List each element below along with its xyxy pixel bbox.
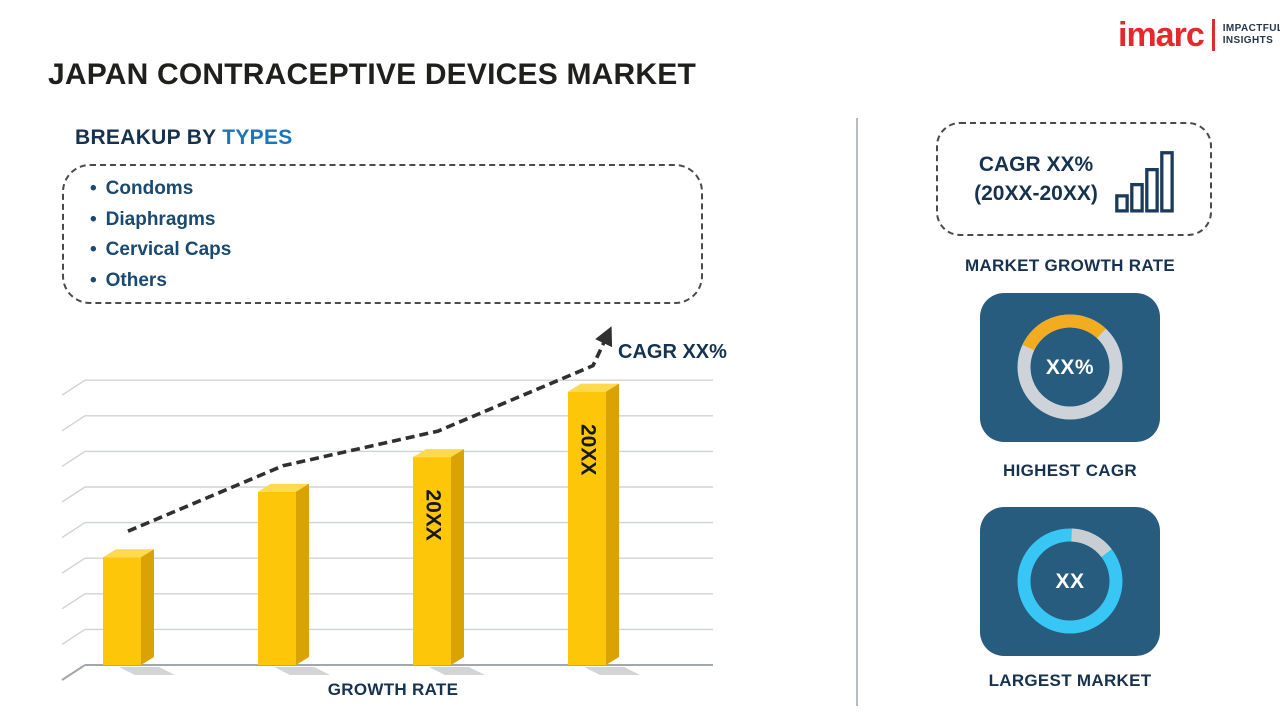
logo-tagline: IMPACTFUL INSIGHTS — [1223, 23, 1280, 48]
highest-cagr-donut-chart — [1017, 314, 1123, 420]
cagr-period-line: (20XX-20XX) — [974, 182, 1098, 205]
logo-brand-text: imarc — [1118, 16, 1205, 54]
bar — [568, 391, 606, 665]
growth-bar-chart: 20XX 20XX — [61, 326, 713, 681]
list-item: Others — [90, 266, 701, 297]
logo-tagline-line2: INSIGHTS — [1222, 35, 1274, 46]
largest-market-tile: XX — [980, 507, 1160, 656]
bar-year-label: 20XX — [422, 489, 445, 540]
bar-year-label: 20XX — [577, 424, 600, 475]
largest-market-value: XX — [1055, 569, 1085, 593]
highest-cagr-tile: XX% — [980, 293, 1160, 442]
highest-cagr-label: HIGHEST CAGR — [1003, 461, 1137, 480]
vertical-divider — [856, 118, 858, 706]
market-growth-rate-label: MARKET GROWTH RATE — [964, 256, 1175, 275]
right-panel: CAGR XX% (20XX-20XX) MARKET GROWTH RATE … — [860, 0, 1280, 720]
highest-cagr-value: XX% — [1045, 355, 1095, 379]
breakup-heading-prefix: BREAKUP BY — [75, 126, 217, 149]
bar — [103, 557, 141, 665]
trend-line — [127, 326, 613, 533]
imarc-logo: imarc IMPACTFUL INSIGHTS — [1118, 18, 1280, 52]
breakup-types-box: Condoms Diaphragms Cervical Caps Others — [62, 164, 703, 304]
bar — [258, 491, 296, 665]
breakup-heading: BREAKUP BY TYPES — [75, 126, 293, 150]
largest-market-donut-chart — [1017, 528, 1123, 634]
bar-chart-icon — [1115, 151, 1174, 213]
breakup-heading-accent: TYPES — [222, 126, 293, 149]
cagr-growth-text: CAGR XX% (20XX-20XX) — [974, 150, 1098, 209]
cagr-value-line: CAGR XX% — [978, 152, 1094, 176]
cagr-growth-box: CAGR XX% (20XX-20XX) — [936, 122, 1212, 236]
trend-cagr-label: CAGR XX% — [618, 341, 727, 363]
x-axis-label: GROWTH RATE — [327, 680, 459, 699]
logo-tagline-line1: IMPACTFUL — [1222, 22, 1280, 34]
list-item: Diaphragms — [90, 205, 701, 236]
bar — [413, 457, 451, 665]
breakup-list: Condoms Diaphragms Cervical Caps Others — [90, 174, 701, 296]
list-item: Condoms — [90, 174, 701, 205]
largest-market-label: LARGEST MARKET — [988, 671, 1152, 690]
page-title: JAPAN CONTRACEPTIVE DEVICES MARKET — [48, 58, 696, 91]
list-item: Cervical Caps — [90, 235, 701, 266]
logo-separator — [1211, 19, 1215, 51]
